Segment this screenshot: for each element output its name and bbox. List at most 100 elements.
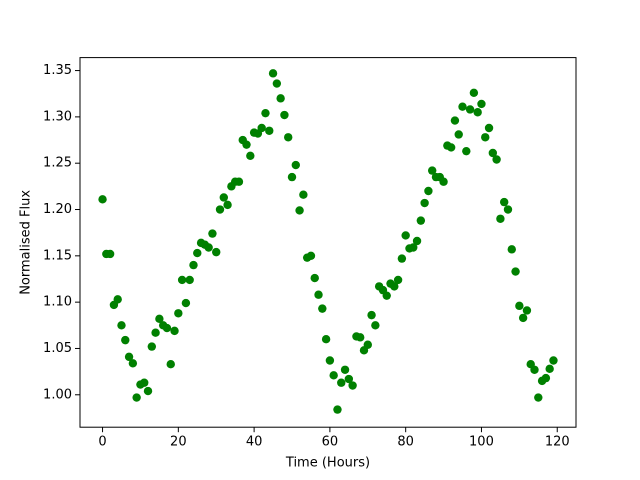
y-axis-label: Normalised Flux bbox=[19, 190, 34, 295]
data-point bbox=[143, 386, 153, 396]
data-point bbox=[170, 326, 179, 336]
x-tick-label: 100 bbox=[469, 435, 494, 450]
data-point bbox=[420, 198, 429, 208]
data-point bbox=[481, 133, 490, 142]
data-point bbox=[121, 335, 130, 345]
data-point bbox=[212, 247, 221, 257]
data-point bbox=[454, 130, 463, 139]
data-point bbox=[189, 260, 198, 270]
data-point bbox=[208, 229, 217, 238]
data-point bbox=[291, 160, 300, 170]
data-point bbox=[132, 393, 141, 402]
data-point bbox=[219, 193, 228, 202]
data-point bbox=[518, 313, 528, 323]
data-point bbox=[477, 99, 486, 109]
x-tick-label: 60 bbox=[322, 435, 339, 450]
y-tick-label: 1.30 bbox=[43, 109, 72, 124]
data-point bbox=[314, 290, 323, 299]
data-point bbox=[215, 205, 225, 214]
data-point bbox=[424, 186, 433, 196]
data-point bbox=[284, 133, 293, 142]
data-point bbox=[151, 328, 160, 337]
data-point bbox=[147, 342, 157, 351]
data-point bbox=[492, 155, 501, 164]
data-point bbox=[117, 321, 126, 330]
data-point bbox=[246, 151, 255, 160]
data-point bbox=[465, 105, 475, 114]
data-point bbox=[185, 275, 194, 285]
data-point bbox=[155, 314, 164, 324]
data-point bbox=[276, 94, 285, 103]
data-point bbox=[363, 340, 372, 349]
data-point bbox=[484, 123, 494, 133]
data-point bbox=[367, 310, 376, 320]
data-point bbox=[140, 378, 149, 387]
data-point bbox=[446, 143, 456, 152]
data-point bbox=[105, 249, 115, 259]
data-point bbox=[181, 298, 191, 308]
data-point bbox=[549, 356, 558, 365]
data-point bbox=[503, 205, 513, 214]
data-point bbox=[280, 110, 289, 120]
data-point bbox=[268, 69, 278, 78]
x-tick-label: 20 bbox=[170, 435, 187, 450]
x-tick-label: 120 bbox=[545, 435, 570, 450]
data-point bbox=[337, 378, 346, 387]
data-point bbox=[333, 405, 342, 414]
data-point bbox=[234, 177, 244, 186]
data-point bbox=[469, 88, 479, 98]
data-point bbox=[265, 126, 274, 135]
data-point bbox=[522, 306, 532, 315]
data-point bbox=[174, 309, 183, 318]
data-point bbox=[511, 267, 520, 276]
data-point bbox=[530, 365, 539, 374]
data-point bbox=[462, 146, 471, 156]
data-point bbox=[348, 381, 357, 390]
data-point bbox=[499, 197, 509, 207]
data-point bbox=[496, 214, 505, 223]
x-tick-label: 40 bbox=[246, 435, 263, 450]
x-axis-label: Time (Hours) bbox=[285, 456, 370, 471]
data-point bbox=[409, 243, 418, 252]
data-point bbox=[325, 356, 335, 365]
data-point bbox=[162, 323, 172, 333]
y-tick-label: 1.25 bbox=[43, 156, 72, 171]
data-point bbox=[371, 321, 380, 330]
data-point bbox=[439, 177, 448, 186]
y-tick-label: 1.20 bbox=[43, 202, 72, 217]
data-point bbox=[98, 195, 107, 204]
data-point bbox=[124, 352, 134, 361]
y-tick-label: 1.00 bbox=[43, 387, 72, 402]
data-point bbox=[428, 166, 437, 175]
data-point bbox=[541, 373, 551, 383]
data-point bbox=[545, 364, 554, 374]
y-tick-label: 1.10 bbox=[43, 295, 72, 310]
data-point bbox=[204, 243, 213, 252]
data-point bbox=[261, 108, 270, 118]
data-point bbox=[393, 275, 403, 285]
data-point bbox=[318, 304, 327, 313]
x-tick-label: 0 bbox=[98, 435, 106, 450]
data-point bbox=[295, 206, 304, 215]
data-point bbox=[193, 248, 202, 258]
plot-frame bbox=[79, 57, 577, 428]
data-point bbox=[534, 393, 543, 402]
y-tick-label: 1.35 bbox=[43, 63, 72, 78]
data-point bbox=[299, 190, 308, 199]
data-point bbox=[113, 295, 122, 304]
data-point bbox=[340, 365, 350, 374]
data-point bbox=[306, 251, 316, 261]
data-point bbox=[450, 116, 460, 125]
data-point bbox=[397, 254, 407, 263]
data-point bbox=[287, 172, 297, 182]
data-point bbox=[223, 200, 232, 210]
data-point bbox=[507, 245, 516, 254]
data-point bbox=[401, 231, 410, 240]
x-tick-label: 80 bbox=[397, 435, 414, 450]
data-point bbox=[128, 359, 138, 368]
data-point bbox=[310, 273, 319, 283]
data-point bbox=[458, 102, 467, 111]
data-point bbox=[242, 140, 251, 149]
